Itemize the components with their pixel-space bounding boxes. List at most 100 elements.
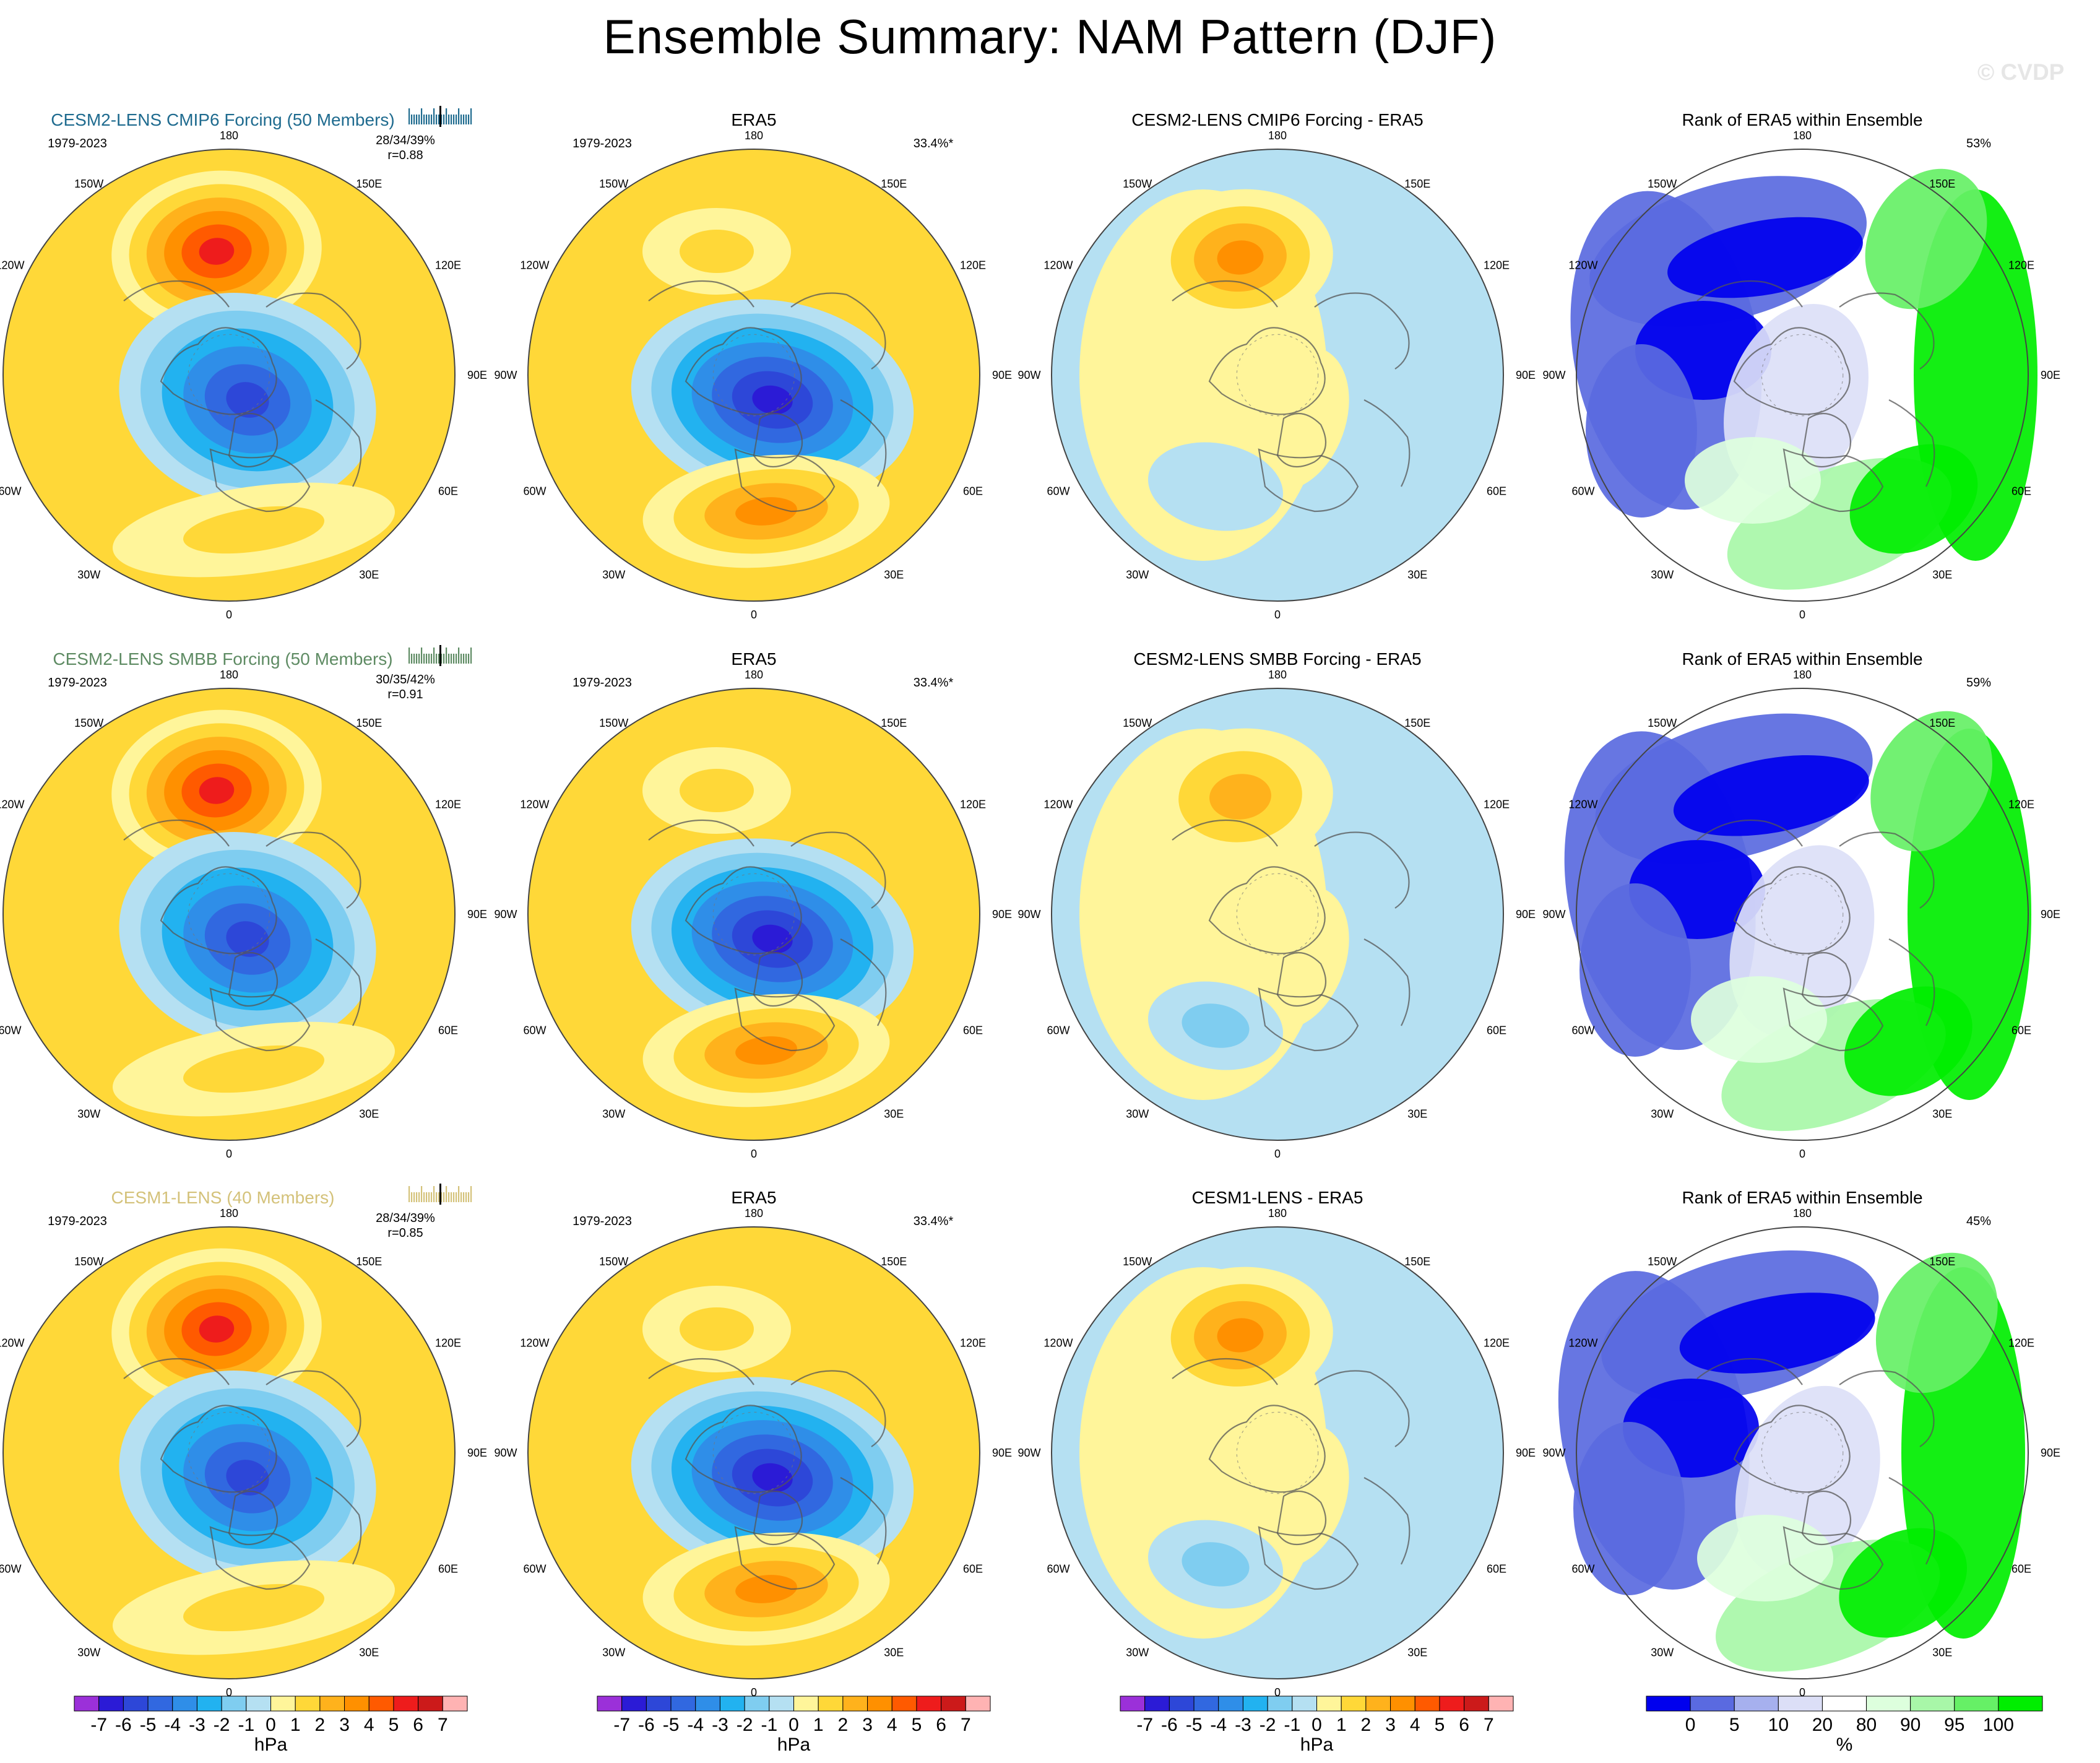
ensemble-tick — [468, 1192, 470, 1202]
colorbar-swatch — [221, 1696, 247, 1712]
years-label: 1979-2023 — [573, 676, 632, 690]
contour-band — [1217, 240, 1264, 275]
ensemble-tick — [470, 1186, 472, 1202]
colorbar-tick-label: 3 — [339, 1715, 350, 1735]
colorbar-tick-label: 20 — [1812, 1715, 1833, 1735]
map-label: 0 — [1799, 1686, 1805, 1699]
pole-grid — [712, 873, 795, 956]
map-label: 150E — [1929, 1255, 1955, 1268]
map-label: 150E — [1404, 178, 1430, 190]
colorbar-3: -7 -6 -5 -4 -3 -2 -1 0 1 2 3 4 5 6 7 hPa — [1120, 1696, 1514, 1755]
coastline — [123, 819, 230, 847]
colorbar-tick-label: 0 — [1685, 1715, 1696, 1735]
contour-band — [226, 921, 269, 957]
colorbar-tick-label: 3 — [862, 1715, 873, 1735]
coastline — [790, 292, 886, 370]
colorbar-1: -7 -6 -5 -4 -3 -2 -1 0 1 2 3 4 5 6 7 hPa — [74, 1696, 468, 1755]
map-label: 180 — [1268, 1207, 1287, 1219]
map-label: 180 — [1793, 669, 1812, 681]
panel-diff-3: 180 0 150W 150E 120W 120E 90W 90E 60W 60E 30W 30E CE… — [1018, 1188, 1536, 1699]
map-boundary — [1576, 1226, 2029, 1679]
coastline — [685, 327, 802, 415]
ensemble-tick — [423, 654, 425, 664]
colorbar-swatch — [1242, 1696, 1268, 1712]
colorbar-swatch — [916, 1696, 942, 1712]
colorbar-swatch — [319, 1696, 345, 1712]
colorbar-tick-label: -6 — [115, 1715, 132, 1735]
contour-band — [680, 230, 754, 273]
ensemble-tick — [446, 1186, 447, 1202]
coastline — [1801, 412, 1852, 468]
map-label: 150W — [599, 1255, 628, 1268]
map-label: 30E — [1932, 1647, 1952, 1659]
ensemble-tick — [421, 108, 423, 124]
map-label: 60E — [2011, 485, 2031, 497]
map-label: 150W — [1123, 717, 1152, 729]
years-label: 1979-2023 — [573, 1215, 632, 1228]
colorbar-tick-label: 7 — [1484, 1715, 1494, 1735]
colorbar-tick-label: 4 — [887, 1715, 897, 1735]
map-label: 90W — [1542, 908, 1565, 920]
map-label: 30E — [1407, 1647, 1427, 1659]
coastline — [315, 938, 362, 1026]
map-label: 60E — [1487, 1562, 1506, 1575]
map-label: 90W — [1018, 1447, 1040, 1459]
contour-band — [1182, 1003, 1250, 1048]
years-label: 1979-2023 — [48, 137, 107, 150]
map-label: 90E — [992, 1447, 1012, 1459]
rank-zone — [1667, 217, 1863, 298]
ensemble-tick — [448, 115, 450, 124]
panel-rank-2: 180 0 150W 150E 120W 120E 90W 90E 60W 60E 30W 30E Ra… — [1542, 649, 2060, 1160]
map-label: 60W — [1047, 1024, 1069, 1036]
colorbar-tick-label: -2 — [214, 1715, 230, 1735]
colorbar-unit: hPa — [1300, 1735, 1334, 1755]
coastline — [209, 1526, 311, 1590]
map-label: 0 — [751, 1686, 757, 1699]
colorbar-swatch — [1169, 1696, 1195, 1712]
ensemble-tick — [460, 115, 462, 124]
coastline — [685, 1405, 802, 1493]
coastline — [1782, 448, 1884, 513]
ensemble-tick — [453, 1192, 455, 1202]
colorbar-tick-label: -1 — [238, 1715, 254, 1735]
panel-rank-3: 180 0 150W 150E 120W 120E 90W 90E 60W 60E 30W 30E Ra… — [1542, 1188, 2060, 1699]
map-label: 30E — [359, 1647, 379, 1659]
colorbar-tick-label: -1 — [1284, 1715, 1300, 1735]
map-label: 0 — [1799, 1148, 1805, 1160]
panel-era5-2: 180 0 150W 150E 120W 120E 90W 90E 60W 60E 30W 30E ER… — [494, 649, 1012, 1160]
coastline — [840, 938, 887, 1026]
colorbar-swatch — [1341, 1696, 1367, 1712]
colorbar-swatch — [769, 1696, 794, 1712]
contour-band — [199, 238, 235, 265]
coastline — [790, 831, 886, 909]
map-label: 150W — [74, 717, 103, 729]
colorbar-swatch — [368, 1696, 394, 1712]
colorbar-swatch — [1866, 1696, 1911, 1712]
coastline — [1696, 280, 1803, 308]
map-label: 180 — [220, 129, 238, 142]
coastline — [160, 866, 277, 955]
coastline — [648, 1358, 754, 1385]
colorbar-4: 0 5 10 20 80 90 95 100% — [1646, 1696, 2043, 1755]
colorbar-tick-label: 5 — [1729, 1715, 1740, 1735]
ensemble-tick — [426, 654, 428, 664]
coastline — [1888, 938, 1935, 1026]
colorbar-swatch — [147, 1696, 173, 1712]
map-label: 180 — [745, 669, 763, 681]
colorbar-swatch — [1821, 1696, 1867, 1712]
coastline — [228, 1490, 279, 1546]
map-label: 90W — [1542, 369, 1565, 381]
colorbar-tick-label: 80 — [1856, 1715, 1877, 1735]
map-label: 60E — [963, 1024, 983, 1036]
cvdp-watermark: © CVDP — [1977, 59, 2065, 85]
map-label: 120E — [1484, 259, 1510, 271]
rank-zone — [1685, 437, 1821, 524]
coastline — [1276, 951, 1327, 1007]
map-label: 60E — [963, 485, 983, 497]
colorbar-tick-label: -6 — [1161, 1715, 1178, 1735]
map-label: 120E — [1484, 1336, 1510, 1349]
map-label: 120E — [435, 259, 461, 271]
coastline — [1258, 1526, 1359, 1590]
colorbar-tick-label: 6 — [936, 1715, 946, 1735]
coastline — [840, 399, 887, 487]
